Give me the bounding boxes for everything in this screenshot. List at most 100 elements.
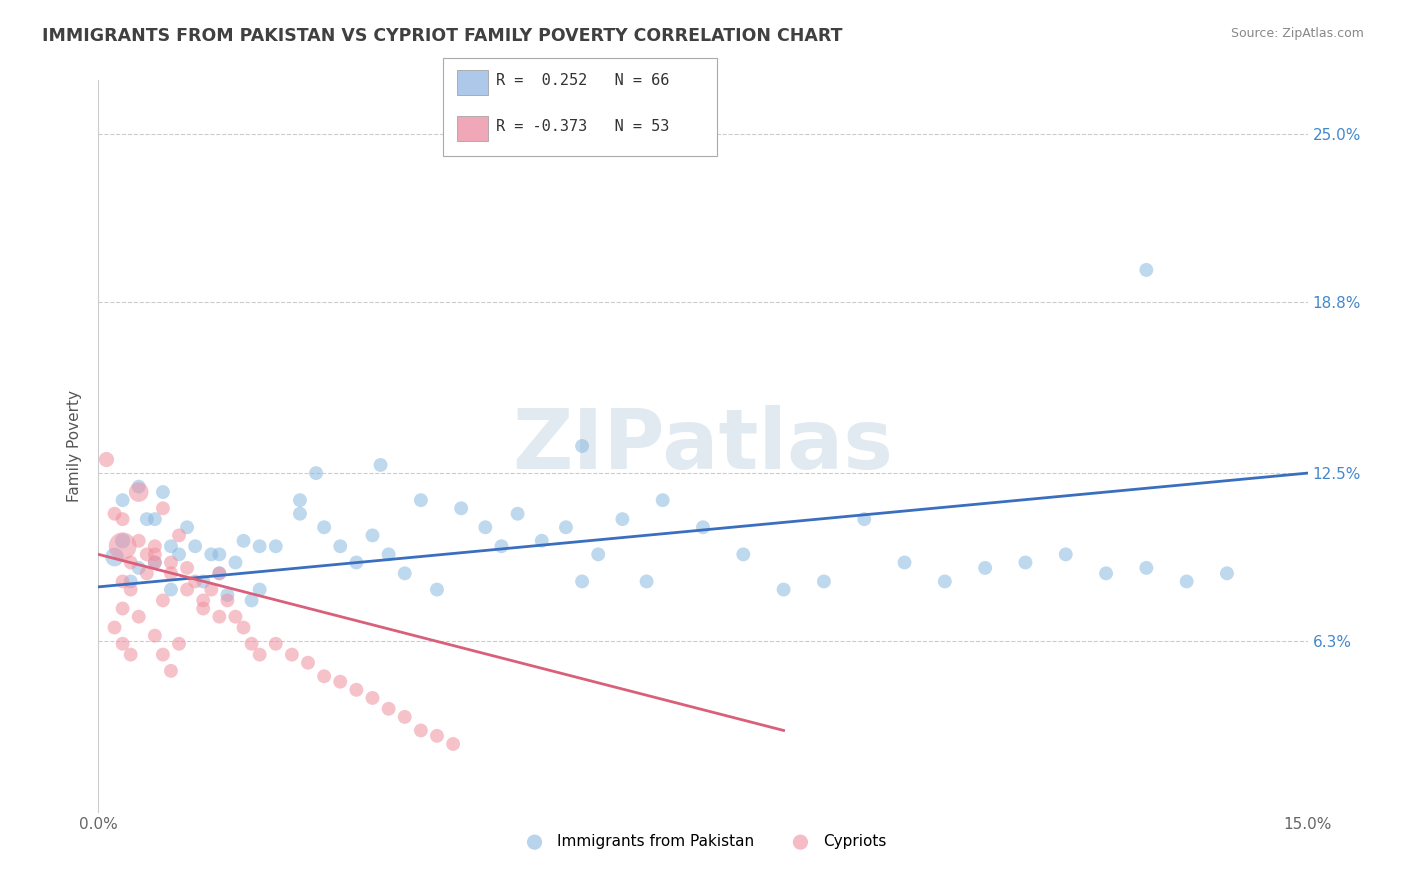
Point (160, 539, 183, 553)
Point (813, 574, 835, 589)
Point (111, 574, 134, 589)
Point (111, 512, 134, 526)
Point (314, 520, 336, 534)
Point (111, 601, 134, 615)
Point (143, 556, 166, 570)
Point (128, 485, 150, 500)
Point (394, 566, 416, 581)
Text: R = -0.373   N = 53: R = -0.373 N = 53 (496, 120, 669, 134)
Point (1095, 566, 1118, 581)
Point (152, 485, 174, 500)
Point (103, 550, 125, 565)
Point (314, 669, 336, 683)
Point (974, 561, 997, 575)
Point (571, 574, 593, 589)
Point (305, 466, 328, 480)
Point (176, 582, 198, 597)
Point (160, 582, 183, 597)
Y-axis label: Family Poverty: Family Poverty (67, 390, 83, 502)
Point (288, 507, 311, 521)
Point (120, 582, 142, 597)
Point (120, 556, 142, 570)
Point (555, 520, 578, 534)
Point (128, 609, 150, 624)
Point (772, 582, 794, 597)
Point (377, 702, 399, 716)
Point (409, 723, 432, 738)
Point (1135, 263, 1157, 277)
Point (103, 620, 125, 634)
Point (733, 547, 755, 561)
Point (1014, 556, 1036, 570)
Point (232, 620, 254, 634)
Point (128, 561, 150, 575)
Point (361, 528, 384, 542)
Point (167, 528, 190, 542)
Point (1135, 561, 1157, 575)
Point (200, 582, 222, 597)
Point (1054, 547, 1077, 561)
Point (1216, 566, 1239, 581)
Point (184, 574, 207, 589)
Point (394, 710, 416, 724)
Point (329, 674, 352, 689)
Point (160, 664, 183, 678)
Point (232, 533, 254, 548)
Point (143, 512, 166, 526)
Point (934, 574, 956, 589)
Point (853, 512, 876, 526)
Point (281, 648, 304, 662)
Point (377, 547, 399, 561)
Point (224, 556, 246, 570)
Point (361, 690, 384, 705)
Point (249, 648, 271, 662)
Point (208, 566, 231, 581)
Point (120, 648, 142, 662)
Point (200, 547, 222, 561)
Point (128, 533, 150, 548)
Point (344, 556, 367, 570)
Point (208, 547, 231, 561)
Point (370, 458, 392, 472)
Point (184, 539, 207, 553)
Point (530, 533, 553, 548)
Point (612, 512, 634, 526)
Point (586, 547, 609, 561)
Point (193, 601, 215, 615)
Point (249, 582, 271, 597)
Point (193, 593, 215, 607)
Point (135, 566, 157, 581)
Point (143, 629, 166, 643)
Text: R =  0.252   N = 66: R = 0.252 N = 66 (496, 73, 669, 87)
Point (264, 539, 287, 553)
Point (249, 539, 271, 553)
Text: IMMIGRANTS FROM PAKISTAN VS CYPRIOT FAMILY POVERTY CORRELATION CHART: IMMIGRANTS FROM PAKISTAN VS CYPRIOT FAMI… (42, 27, 842, 45)
Point (426, 582, 449, 597)
Point (120, 574, 142, 589)
Point (217, 593, 239, 607)
Point (135, 512, 157, 526)
Text: ZIPatlas: ZIPatlas (513, 406, 893, 486)
Point (506, 507, 529, 521)
Point (111, 539, 134, 553)
Point (450, 501, 472, 516)
Point (176, 520, 198, 534)
Point (344, 682, 367, 697)
Point (193, 574, 215, 589)
Point (160, 566, 183, 581)
Point (217, 588, 239, 602)
Point (143, 556, 166, 570)
Point (1175, 574, 1198, 589)
Point (167, 547, 190, 561)
Point (264, 637, 287, 651)
Point (103, 507, 125, 521)
Point (651, 493, 673, 508)
Point (111, 493, 134, 508)
Point (111, 637, 134, 651)
Point (128, 480, 150, 494)
Point (297, 656, 319, 670)
Point (96, 452, 118, 467)
Point (152, 648, 174, 662)
Point (491, 539, 513, 553)
Point (474, 520, 496, 534)
